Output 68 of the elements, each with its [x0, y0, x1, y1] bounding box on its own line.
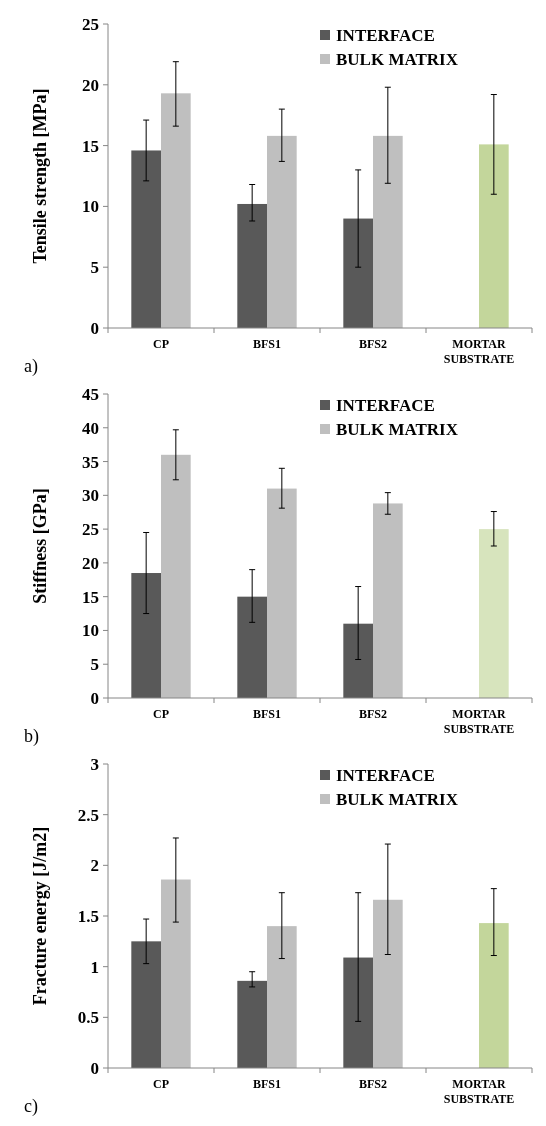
y-tick-label: 35 — [82, 452, 99, 472]
bar — [237, 980, 267, 1068]
legend-label: BULK MATRIX — [336, 789, 459, 809]
y-tick-label: 1 — [90, 957, 99, 977]
y-tick-label: 0.5 — [77, 1008, 99, 1028]
x-tick-label: MORTAR SUBSTRATE — [443, 707, 515, 736]
x-tick-label: BFS2 — [358, 1077, 388, 1091]
bar — [267, 488, 297, 698]
legend-label: BULK MATRIX — [336, 49, 459, 69]
bar — [131, 573, 161, 698]
legend-label: BULK MATRIX — [336, 419, 459, 439]
y-tick-label: 25 — [82, 14, 99, 34]
y-tick-label: 0 — [90, 688, 99, 708]
x-tick-label: BFS2 — [358, 337, 388, 351]
legend-label: INTERFACE — [336, 25, 435, 45]
x-tick-label: CP — [153, 707, 169, 721]
bar — [237, 596, 267, 698]
y-tick-label: 10 — [82, 621, 99, 641]
bar — [161, 454, 191, 698]
y-tick-label: 5 — [90, 258, 99, 278]
bar — [479, 529, 509, 698]
bar — [237, 203, 267, 328]
y-tick-label: 40 — [82, 418, 99, 438]
y-tick-label: 2 — [90, 856, 99, 876]
bar — [373, 899, 403, 1068]
bar — [161, 879, 191, 1068]
x-tick-label: CP — [153, 1077, 169, 1091]
bar — [373, 135, 403, 328]
bar — [267, 926, 297, 1068]
y-tick-label: 45 — [82, 384, 99, 404]
x-tick-label: CP — [153, 337, 169, 351]
x-tick-label: BFS1 — [252, 707, 282, 721]
bar — [373, 503, 403, 698]
bar — [479, 144, 509, 328]
text: b) — [24, 726, 39, 747]
x-tick-label: MORTAR SUBSTRATE — [443, 337, 515, 366]
y-tick-label: 1.5 — [77, 906, 99, 926]
bar — [343, 218, 373, 328]
y-tick-label: 2.5 — [77, 805, 99, 825]
bar — [161, 93, 191, 328]
legend-label: INTERFACE — [336, 395, 435, 415]
x-tick-label: BFS1 — [252, 1077, 282, 1091]
y-tick-label: 10 — [82, 197, 99, 217]
y-tick-label: 20 — [82, 553, 99, 573]
x-tick-label: BFS1 — [252, 337, 282, 351]
y-tick-label: 30 — [82, 486, 99, 506]
y-tick-label: 25 — [82, 520, 99, 540]
y-tick-label: 3 — [90, 754, 99, 774]
bar — [343, 957, 373, 1068]
bar — [267, 135, 297, 328]
bar — [131, 150, 161, 328]
bar — [479, 923, 509, 1068]
y-tick-label: 5 — [90, 655, 99, 675]
y-tick-label: 0 — [90, 318, 99, 338]
legend-label: INTERFACE — [336, 765, 435, 785]
y-axis-title: Tensile strength [MPa] — [30, 88, 50, 264]
y-axis-title: Stiffness [GPa] — [30, 488, 50, 604]
y-tick-label: 15 — [82, 587, 99, 607]
y-tick-label: 15 — [82, 136, 99, 156]
x-tick-label: MORTAR SUBSTRATE — [443, 1077, 515, 1106]
bar — [131, 941, 161, 1068]
text: a) — [24, 356, 38, 377]
bar — [343, 623, 373, 698]
y-axis-title: Fracture energy [J/m2] — [30, 826, 50, 1006]
text: c) — [24, 1096, 38, 1117]
y-tick-label: 20 — [82, 75, 99, 95]
x-tick-label: BFS2 — [358, 707, 388, 721]
y-tick-label: 0 — [90, 1058, 99, 1078]
